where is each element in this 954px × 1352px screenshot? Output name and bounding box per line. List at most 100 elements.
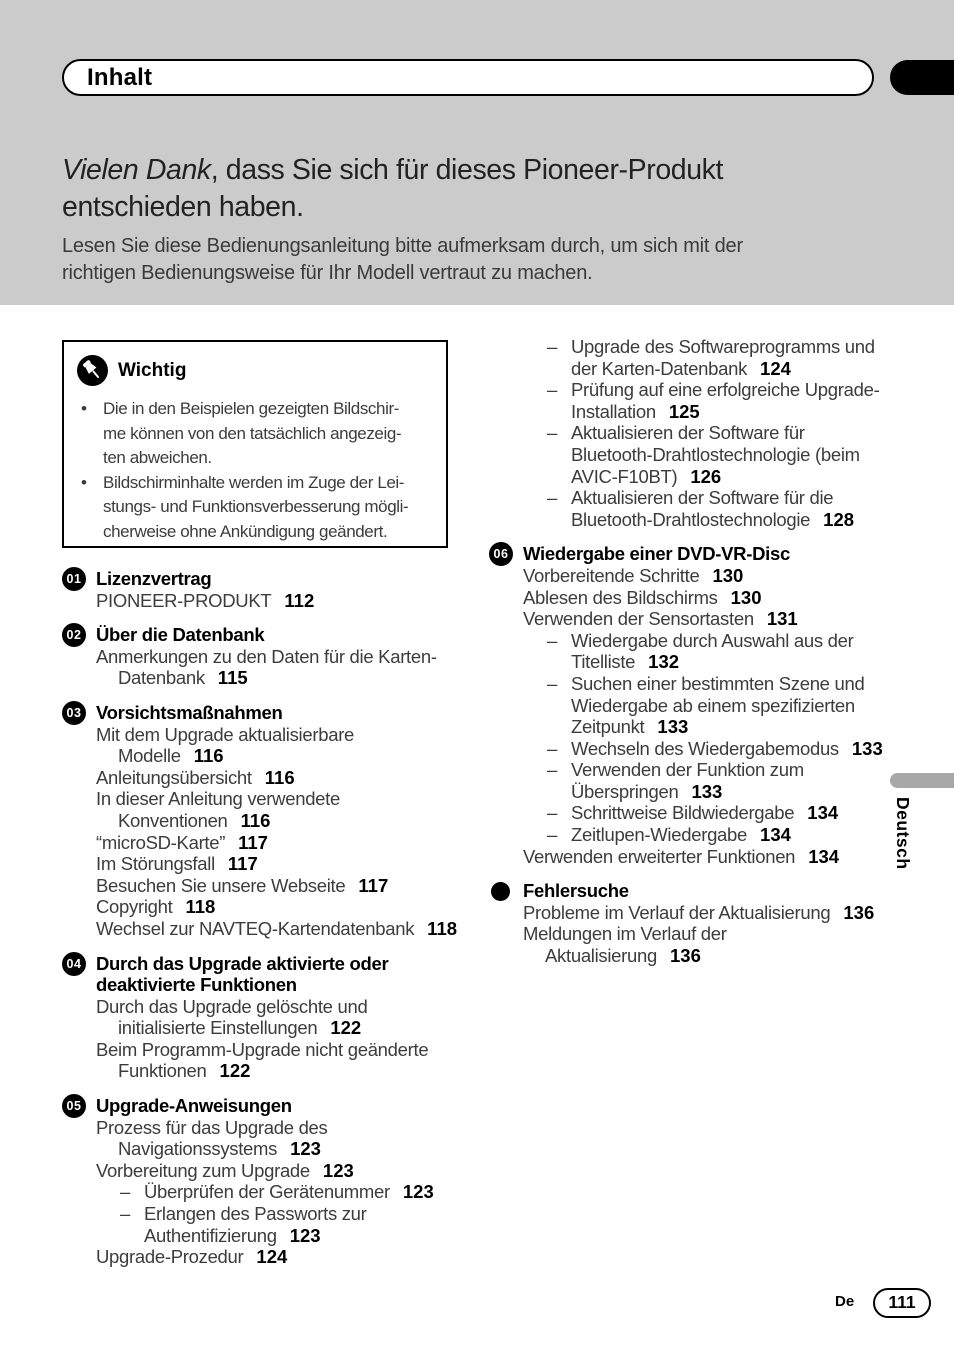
toc-page-number: 116 [264,766,295,788]
chapter-title: Wiedergabe einer DVD-VR-Disc [523,543,790,565]
toc-entry: – Überprüfen der Gerätenummer 123 [62,1181,482,1203]
toc-entry-text: Upgrade-Prozedur [96,1246,244,1268]
dash-marker: – [547,824,557,846]
toc-page-number: 134 [807,802,839,824]
notice-bullet: • Die in den Beispielen gezeigten Bildsch… [77,397,442,471]
dash-marker: – [547,336,557,357]
toc-entry-text: Suchen einer bestimmten Szene und [571,672,865,694]
intro-line-2: richtigen Bedienungsweise für Ihr Modell… [62,262,593,284]
toc-entry: – Aktualisieren der Software für die [489,487,919,509]
toc-entry: – Upgrade des Softwareprogramms und [489,336,919,358]
dash-marker: – [547,487,557,509]
toc-entry-text: In dieser Anleitung verwendete [96,788,341,810]
toc-entry: Copyright 118 [62,896,482,918]
bullet-text: Bildschirminhalte werden im Zuge der Lei… [103,472,409,541]
corner-black-tab [890,60,954,95]
toc-entry-text: PIONEER-PRODUKT [96,589,272,611]
toc-entry-text: Probleme im Verlauf der Aktualisierung [523,901,831,923]
chapter-title: Durch das Upgrade aktivierte oder deaktiv… [96,952,389,996]
toc-entry: Navigationssystems 123 [62,1138,482,1160]
toc-entry-text: Prüfung auf eine erfolgreiche Upgrade- [571,379,880,401]
toc-entry: Authentifizierung 123 [62,1224,482,1247]
toc-entry: Vorbereitende Schritte 130 [489,564,919,587]
chapter-number-badge: 03 [62,700,86,725]
chapter-title: Über die Datenbank [96,624,265,646]
footer-language-abbrev: De [835,1293,855,1310]
toc-page-number: 122 [330,1017,362,1039]
thanks-heading-line2: entschieden haben. [62,191,304,223]
toc-chapter: 01 Lizenzvertrag [62,567,482,591]
toc-entry: PIONEER-PRODUKT 112 [62,589,482,612]
toc-entry: – Suchen einer bestimmten Szene und [489,673,919,695]
toc-page-number: 123 [289,1224,321,1246]
chapter-title: Lizenzvertrag [96,568,212,589]
dash-marker: – [547,672,557,694]
toc-entry-text: Bluetooth-Drahtlostechnologie (beim [571,443,860,465]
toc-entry-text: initialisierte Einstellungen [118,1017,318,1039]
dash-marker: – [547,422,557,444]
toc-page-number: 116 [240,809,271,831]
toc-page-number: 132 [648,651,680,673]
toc-page-number: 116 [193,745,224,767]
page-number-badge: 111 [873,1288,931,1318]
toc-entry-text: Aktualisieren der Software für [571,422,805,444]
toc-entry-text: Verwenden der Funktion zum [571,759,804,781]
toc-entry: Verwenden der Sensortasten 131 [489,608,919,630]
dash-marker: – [547,379,557,401]
toc-chapter: 06 Wiedergabe einer DVD-VR-Disc [489,542,919,567]
toc-entry-text: Upgrade des Softwareprogramms und [571,336,875,357]
toc-entry: Im Störungsfall 117 [62,853,482,875]
toc-page-number: 124 [256,1246,288,1268]
toc-chapter: 03 Vorsichtsmaßnahmen [62,700,482,725]
section-title-tab: Inhalt [62,59,874,96]
toc-page-number: 128 [823,508,855,530]
toc-entry-text: Installation [571,400,656,422]
toc-entry-text: “microSD-Karte” [96,831,226,853]
toc-column-left: 01 Lizenzvertrag PIONEER-PRODUKT 112 02 Über … [62,555,482,1268]
important-notice-box: Wichtig • Die in den Beispielen gezeigten… [62,340,448,548]
toc-page-number: 130 [712,564,744,586]
toc-entry: – Erlangen des Passworts zur [62,1203,482,1225]
toc-entry-text: Aktualisieren der Software für die [571,487,834,509]
toc-entry: – Wiedergabe durch Auswahl aus der [489,630,919,652]
toc-entry: Verwenden erweiterter Funktionen 134 [489,845,919,868]
toc-entry: Datenbank 115 [62,667,482,689]
toc-entry-text: Vorbereitung zum Upgrade [96,1159,310,1181]
toc-entry: Konventionen 116 [62,809,482,832]
dash-marker: – [547,737,557,759]
toc-entry-text: Meldungen im Verlauf der [523,923,727,945]
toc-chapter: 02 Über die Datenbank [62,623,482,648]
chapter-number-badge: 04 [62,951,86,976]
chapter-title: Fehlersuche [523,880,629,902]
toc-entry-text: der Karten-Datenbank [571,357,748,379]
notice-title: Wichtig [118,359,187,381]
chapter-number-badge: 01 [62,567,86,591]
toc-entry: Anmerkungen zu den Daten für die Karten- [62,646,482,668]
notice-header: Wichtig [77,355,186,386]
toc-entry: Wechsel zur NAVTEQ-Kartendatenbank 118 [62,917,482,940]
pushpin-icon [77,355,108,386]
toc-entry-text: Wechseln des Wiedergabemodus [571,737,839,759]
toc-entry: Anleitungsübersicht 116 [62,766,482,789]
toc-entry: Titelliste 132 [489,651,919,673]
intro-paragraph: Lesen Sie diese Bedienungsanleitung bitt… [62,233,882,287]
toc-entry: Bluetooth-Drahtlostechnologie (beim [489,444,919,466]
toc-entry-text: Anleitungsübersicht [96,766,252,788]
toc-entry: In dieser Anleitung verwendete [62,788,482,810]
toc-entry-text: Titelliste [571,651,636,673]
toc-entry-text: Funktionen [118,1060,207,1082]
toc-entry-text: Datenbank [118,667,205,689]
dash-marker: – [547,759,557,781]
side-grey-tab [890,773,954,788]
toc-entry: Besuchen Sie unsere Webseite 117 [62,874,482,897]
toc-entry-text: Erlangen des Passworts zur [144,1203,367,1225]
toc-entry-text: Wiedergabe durch Auswahl aus der [571,629,854,651]
toc-entry-text: Verwenden erweiterter Funktionen [523,845,796,867]
thanks-heading: Vielen Dank, dass Sie sich für dieses Pi… [62,152,882,226]
header-grey-band [0,0,954,305]
chapter-title: Upgrade-Anweisungen [96,1095,292,1117]
toc-entry-text: Anmerkungen zu den Daten für die Karten- [96,645,437,667]
dash-marker: – [547,802,557,824]
toc-page-number: 123 [402,1181,434,1203]
toc-entry-text: Zeitlupen-Wiedergabe [571,824,748,846]
